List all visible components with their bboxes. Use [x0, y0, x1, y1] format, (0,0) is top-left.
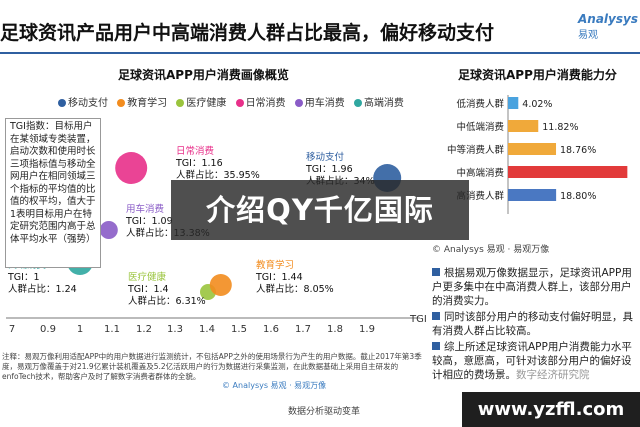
bubble-tgi-label: TGI：1.09	[125, 216, 173, 227]
analysis-point: 同时该部分用户的移动支付偏好明显，具有消费人群占比较高。	[432, 310, 638, 338]
faded-tail: 数字经济研究院	[516, 369, 590, 381]
watermark: www.yzffl.com	[462, 392, 640, 427]
bubble-tgi-label: TGI：1	[7, 272, 40, 283]
x-tick-label: 7	[9, 324, 15, 335]
x-tick-label: 1.4	[199, 324, 215, 335]
bar-rect	[508, 189, 557, 201]
left-source: © Analysys 易观 · 易观万像	[222, 381, 327, 390]
x-tick-label: 1.8	[327, 324, 343, 335]
legend-label: 高端消费	[363, 98, 404, 109]
legend-dot-icon	[353, 99, 362, 107]
bubble-tgi-label: TGI：1.44	[255, 272, 303, 283]
analysis-text: 根据易观万像数据显示，足球资讯APP用户更多集中在中高消费人群上，该部分用户的消…	[432, 266, 638, 384]
bar-rect	[508, 143, 557, 155]
bubble-category-label: 用车消费	[126, 203, 164, 215]
bubble-tgi-label: TGI：1.16	[175, 158, 223, 169]
logo-text-bottom: 易观	[578, 30, 598, 41]
legend-dot-icon	[117, 99, 126, 107]
x-tick-label: 0.9	[40, 324, 56, 335]
bubble-share-label: 人群占比：1.24	[8, 283, 77, 295]
legend-item: 医疗健康	[176, 98, 226, 109]
legend-dot-icon	[58, 99, 66, 107]
bar-value-label: 4.02%	[522, 99, 552, 110]
bubble-marker	[115, 152, 148, 184]
bar-value-label: 11.82%	[542, 122, 578, 133]
analysis-point: 综上所述足球资讯APP用户消费能力水平较高，意愿高，可针对该部分用户的偏好设计相…	[432, 340, 638, 382]
bullet-icon	[432, 342, 440, 350]
legend-item: 教育学习	[117, 98, 167, 109]
analysis-point-text: 综上所述足球资讯APP用户消费能力水平较高，意愿高，可针对该部分用户的偏好设计相…	[432, 341, 632, 381]
analysis-point: 根据易观万像数据显示，足球资讯APP用户更多集中在中高消费人群上，该部分用户的消…	[432, 266, 638, 308]
bubble-share-label: 人群占比：8.05%	[256, 283, 334, 295]
legend-dot-icon	[294, 99, 303, 107]
x-tick-label: 1.2	[136, 324, 152, 335]
header-rule	[0, 52, 640, 54]
bubble-marker	[99, 221, 118, 239]
x-tick-label: 1	[77, 324, 83, 335]
bar-value-label: 18.80%	[560, 191, 596, 202]
footnote: 注释：易观万像利用适配APP中的用户数据进行监测统计，不包括APP之外的使用场景…	[2, 352, 422, 381]
legend-item: 用车消费	[294, 98, 345, 109]
bar-rect	[508, 166, 628, 178]
bubble-tgi-label: TGI：1.96	[305, 164, 353, 175]
bubble-category-label: 移动支付	[306, 151, 345, 163]
legend-label: 日常消费	[245, 98, 286, 109]
analysis-point-text: 同时该部分用户的移动支付偏好明显，具有消费人群占比较高。	[432, 311, 633, 337]
right-source: © Analysys 易观 · 易观万像	[432, 245, 550, 255]
analysis-point-text: 根据易观万像数据显示，足球资讯APP用户更多集中在中高消费人群上，该部分用户的消…	[432, 267, 632, 307]
legend-item: 移动支付	[58, 98, 108, 109]
bubble-category-label: 日常消费	[176, 145, 214, 157]
legend-label: 教育学习	[127, 98, 168, 109]
right-panel-title: 足球资讯APP用户消费能力分	[458, 68, 617, 82]
x-tick-label: 1.9	[359, 324, 375, 335]
x-axis-label: TGI	[409, 314, 427, 325]
legend-item: 高端消费	[353, 98, 404, 109]
legend-label: 移动支付	[68, 98, 108, 109]
bar-category-label: 中等消费人群	[447, 144, 505, 156]
legend-label: 用车消费	[304, 98, 345, 109]
brand-logo: Analysys 易观	[578, 12, 638, 46]
x-tick-label: 1.1	[104, 324, 120, 335]
page-title: 足球资讯产品用户中高端消费人群占比最高，偏好移动支付	[0, 22, 495, 44]
bottom-source: 数据分析驱动变革	[288, 407, 361, 417]
tgi-note-box: TGI指数：目标用户在某领域专类装置，启动次数和使用时长三项指标值与移动全网用户…	[5, 118, 101, 268]
bubble-marker	[209, 274, 232, 296]
bullet-icon	[432, 268, 440, 276]
x-tick-label: 1.5	[231, 324, 247, 335]
x-tick-label: 1.3	[167, 324, 183, 335]
left-panel-title: 足球资讯APP用户消费画像概览	[118, 68, 289, 82]
legend-dot-icon	[176, 99, 185, 107]
legend-dot-icon	[235, 99, 244, 107]
bubble-share-label: 人群占比：35.95%	[176, 169, 260, 181]
bar-category-label: 中高端消费	[456, 167, 504, 179]
legend-label: 医疗健康	[186, 98, 227, 109]
chart-legend: 移动支付 教育学习 医疗健康 日常消费 用车消费 高端消费	[58, 94, 410, 109]
bubble-category-label: 教育学习	[256, 259, 294, 271]
bar-category-label: 中低端消费	[456, 121, 504, 133]
bar-category-label: 低消费人群	[456, 98, 504, 110]
bar-rect	[508, 120, 539, 132]
logo-text-top: Analysys	[578, 12, 638, 26]
overlay-banner[interactable]: 介绍QY千亿国际	[171, 180, 469, 240]
bar-rect	[508, 97, 519, 109]
x-tick-label: 1.6	[263, 324, 279, 335]
x-tick-label: 1.7	[295, 324, 311, 335]
bullet-icon	[432, 312, 440, 320]
bar-value-label: 18.76%	[560, 145, 596, 156]
legend-item: 日常消费	[235, 98, 286, 109]
bubble-category-label: 医疗健康	[128, 271, 167, 283]
bubble-share-label: 人群占比：6.31%	[128, 295, 206, 307]
bubble-tgi-label: TGI：1.4	[127, 284, 169, 295]
